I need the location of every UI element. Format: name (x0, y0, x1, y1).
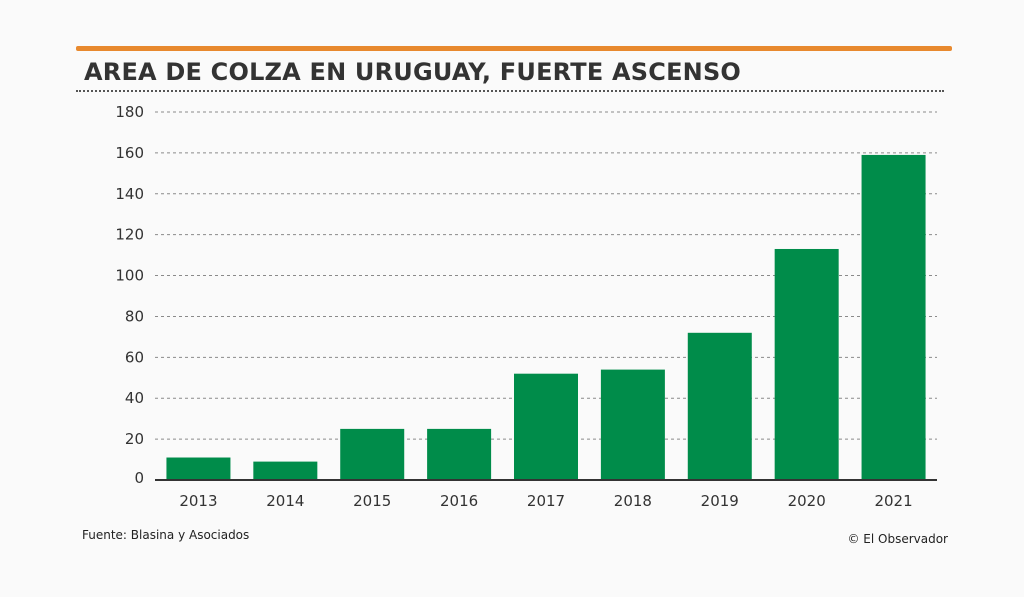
header-accent-rule (76, 46, 952, 51)
bar (861, 154, 926, 480)
y-tick-label: 120 (115, 226, 144, 244)
chart-title: AREA DE COLZA EN URUGUAY, FUERTE ASCENSO (84, 58, 742, 86)
y-tick-label: 20 (125, 430, 144, 448)
y-tick-label: 180 (115, 103, 144, 121)
bar (687, 332, 752, 480)
x-tick-label: 2021 (874, 492, 912, 510)
bar (774, 248, 839, 480)
y-tick-label: 60 (125, 348, 144, 366)
x-tick-label: 2014 (266, 492, 304, 510)
y-tick-label: 160 (115, 144, 144, 162)
x-tick-label: 2015 (353, 492, 391, 510)
bar (253, 461, 318, 480)
x-tick-label: 2018 (614, 492, 652, 510)
bar (427, 428, 492, 480)
x-tick-label: 2013 (179, 492, 217, 510)
source-note: Fuente: Blasina y Asociados (82, 528, 250, 542)
copyright-credit: © El Observador (847, 532, 948, 546)
y-tick-label: 80 (125, 307, 144, 325)
x-tick-label: 2016 (440, 492, 478, 510)
y-tick-label: 100 (115, 267, 144, 285)
x-tick-label: 2019 (701, 492, 739, 510)
bar (340, 428, 405, 480)
title-divider (76, 90, 944, 92)
x-tick-label: 2020 (788, 492, 826, 510)
y-tick-label: 0 (134, 469, 144, 487)
y-tick-label: 40 (125, 389, 144, 407)
bar (600, 369, 665, 480)
y-tick-label: 140 (115, 185, 144, 203)
bar (166, 457, 231, 480)
bar (514, 373, 578, 480)
x-tick-label: 2017 (527, 492, 565, 510)
